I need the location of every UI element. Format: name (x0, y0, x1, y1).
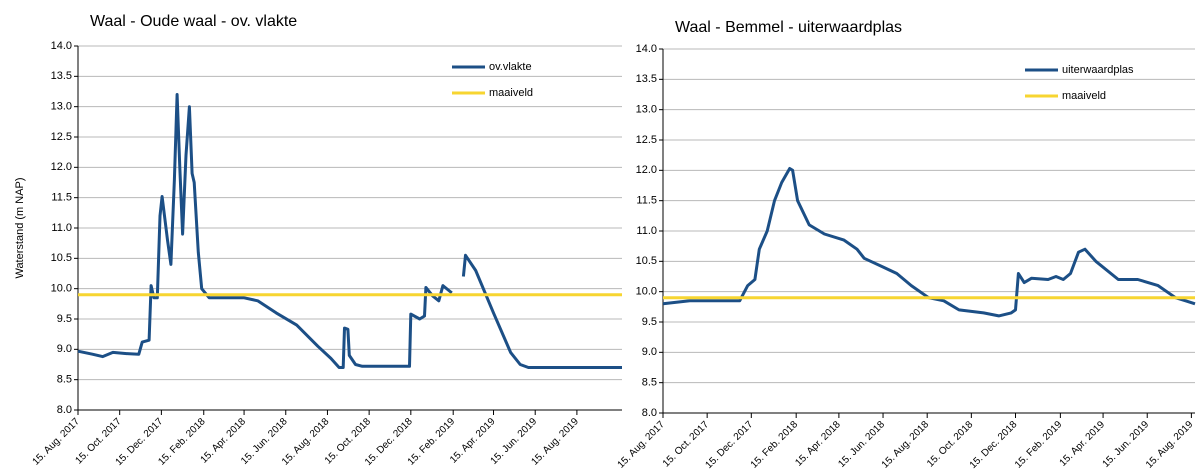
y-tick-label: 9.5 (57, 313, 72, 325)
y-tick-label: 9.0 (57, 343, 72, 355)
y-tick-label: 11.0 (636, 225, 657, 237)
y-tick-label: 8.0 (642, 407, 657, 419)
y-tick-label: 8.0 (57, 404, 72, 416)
series-line (662, 167, 1196, 318)
x-tick-label: 15. Aug. 2018 (880, 419, 932, 471)
x-tick-label: 15. Feb. 2019 (1013, 419, 1065, 471)
legend-label: maaiveld (489, 87, 533, 99)
y-tick-label: 9.0 (642, 346, 657, 358)
x-tick-label: 15. Aug. 2019 (1144, 419, 1196, 471)
legend-label: ov.vlakte (489, 61, 532, 73)
y-tick-label: 12.5 (51, 131, 72, 143)
y-tick-label: 10.5 (51, 252, 72, 264)
y-tick-label: 11.5 (636, 195, 657, 207)
y-tick-label: 8.5 (642, 377, 657, 389)
y-tick-label: 12.0 (636, 164, 657, 176)
chart: Waal - Bemmel - uiterwaardplas 8.0 8.5 9.0 9… (616, 19, 1196, 471)
x-tick-label: 15. Apr. 2019 (1058, 419, 1108, 469)
chart-title: Waal - Oude waal - ov. vlakte (90, 13, 297, 30)
y-tick-label: 13.5 (636, 73, 657, 85)
y-tick-label: 11.5 (51, 192, 72, 204)
y-tick-label: 10.5 (636, 255, 657, 267)
y-tick-label: 8.5 (57, 374, 72, 386)
x-tick-label: 15. Apr. 2018 (793, 419, 843, 469)
y-tick-label: 9.5 (642, 316, 657, 328)
chart-title: Waal - Bemmel - uiterwaardplas (675, 19, 902, 36)
y-tick-label: 10.0 (636, 286, 657, 298)
y-tick-label: 12.0 (51, 161, 72, 173)
y-tick-label: 12.5 (636, 134, 657, 146)
series-line (77, 93, 622, 369)
y-axis-label: Waterstand (m NAP) (14, 177, 26, 278)
y-tick-label: 13.0 (636, 104, 657, 116)
y-tick-label: 14.0 (636, 43, 657, 55)
x-tick-label: 15. Aug. 2017 (616, 419, 668, 471)
x-tick-label: 15. Feb. 2018 (749, 419, 801, 471)
y-tick-label: 14.0 (51, 40, 72, 52)
legend-label: uiterwaardplas (1062, 64, 1134, 76)
y-tick-label: 13.5 (51, 70, 72, 82)
y-tick-label: 13.0 (51, 101, 72, 113)
legend-label: maaiveld (1062, 90, 1106, 102)
y-tick-label: 10.0 (51, 283, 72, 295)
y-tick-label: 11.0 (51, 222, 72, 234)
chart: Waal - Oude waal - ov. vlakte Waterstand … (14, 13, 622, 468)
